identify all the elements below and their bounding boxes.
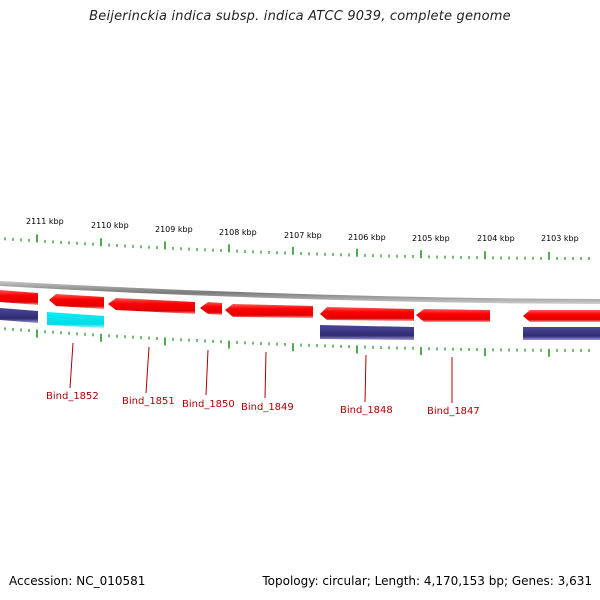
gene-forward: [416, 309, 490, 322]
leader-line: [264, 351, 267, 399]
gene-forward: [225, 304, 313, 318]
gene-label: Bind_1850: [182, 399, 235, 410]
gene-label: Bind_1849: [241, 402, 294, 413]
gene-forward: [320, 307, 414, 321]
tick-label: 2104 kbp: [477, 234, 515, 243]
genome-summary: Topology: circular; Length: 4,170,153 bp…: [262, 574, 592, 588]
gene-reverse-highlighted: [47, 312, 104, 328]
leader-line: [205, 349, 209, 396]
gene-forward: [523, 310, 600, 322]
gene-forward: [108, 298, 195, 314]
tick-label: 2106 kbp: [348, 233, 386, 242]
gene-label-leaders: [69, 342, 453, 403]
gene-forward: [200, 302, 222, 315]
tick-label: 2111 kbp: [26, 217, 64, 226]
tick-label: 2109 kbp: [155, 225, 193, 234]
leader-line: [69, 342, 74, 389]
genome-backbone: [0, 281, 600, 304]
topology-label: Topology: circular: [262, 574, 367, 588]
inner-tick-ruler: [4, 327, 590, 357]
length-label: Length: 4,170,153 bp: [374, 574, 504, 588]
accession-label: Accession: NC_010581: [9, 574, 146, 588]
tick-label: 2103 kbp: [541, 234, 579, 243]
genes-count-label: Genes: 3,631: [511, 574, 592, 588]
gene-label: Bind_1847: [427, 406, 480, 417]
gene-forward: [0, 290, 38, 305]
leader-line: [364, 354, 367, 403]
tick-label: 2108 kbp: [219, 228, 257, 237]
leader-line: [145, 346, 150, 394]
gene-label: Bind_1852: [46, 391, 99, 402]
tick-labels: 2111 kbp 2110 kbp 2109 kbp 2108 kbp 2107…: [26, 217, 579, 243]
gene-forward: [49, 294, 104, 309]
tick-label: 2110 kbp: [91, 221, 129, 230]
reverse-strand-genes: [0, 308, 600, 340]
tick-label: 2107 kbp: [284, 231, 322, 240]
forward-strand-genes: [0, 290, 600, 322]
gene-label: Bind_1848: [340, 405, 393, 416]
gene-reverse: [320, 325, 414, 340]
genome-title: Beijerinckia indica subsp. indica ATCC 9…: [89, 9, 511, 24]
gene-reverse: [523, 327, 600, 340]
outer-tick-ruler: [4, 234, 590, 260]
gene-label: Bind_1851: [122, 396, 175, 407]
gene-reverse: [0, 308, 38, 323]
tick-label: 2105 kbp: [412, 234, 450, 243]
gene-labels: Bind_1852 Bind_1851 Bind_1850 Bind_1849 …: [46, 391, 480, 417]
